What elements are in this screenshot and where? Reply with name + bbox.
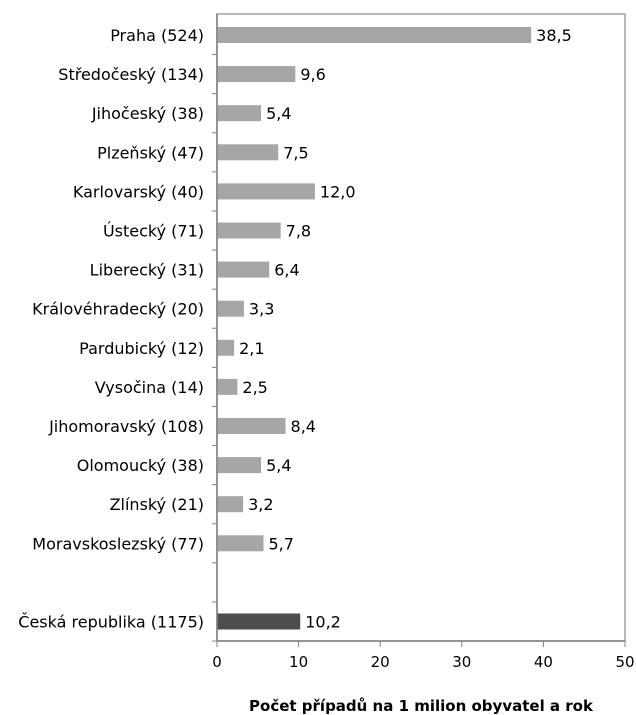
category-label: Moravskoslezský (77) <box>32 534 204 553</box>
category-label: Karlovarský (40) <box>73 182 204 201</box>
category-label: Olomoucký (38) <box>77 456 204 475</box>
x-tick-label: 10 <box>289 653 308 671</box>
bar <box>217 418 286 434</box>
data-label: 8,4 <box>291 417 316 436</box>
bar <box>217 105 262 122</box>
bar <box>217 457 262 474</box>
x-tick-label: 0 <box>212 653 222 671</box>
bar <box>217 144 279 161</box>
category-label: Zlínský (21) <box>110 495 204 514</box>
bar <box>217 300 244 317</box>
data-label: 2,5 <box>242 378 267 397</box>
data-label: 10,2 <box>305 613 341 632</box>
data-label: 5,7 <box>269 534 294 553</box>
data-label: 38,5 <box>536 26 572 45</box>
data-label: 3,3 <box>249 300 274 319</box>
category-label: Jihomoravský (108) <box>48 417 204 436</box>
category-label: Pardubický (12) <box>79 339 204 358</box>
category-label: Ústecký (71) <box>103 222 204 241</box>
data-label: 7,8 <box>286 222 311 241</box>
x-tick-label: 50 <box>615 653 634 671</box>
category-label: Středočeský (134) <box>58 65 204 84</box>
bar <box>217 183 315 200</box>
x-tick-label: 40 <box>534 653 553 671</box>
bar-total <box>217 613 301 630</box>
category-label: Praha (524) <box>110 26 204 45</box>
category-label: Liberecký (31) <box>90 261 204 280</box>
data-label: 6,4 <box>274 261 299 280</box>
data-label: 9,6 <box>300 65 325 84</box>
data-label: 5,4 <box>266 104 291 123</box>
x-tick-label: 20 <box>371 653 390 671</box>
bar <box>217 378 238 395</box>
category-label: Plzeňský (47) <box>97 143 204 162</box>
x-tick-label: 30 <box>452 653 471 671</box>
bar <box>217 66 296 83</box>
category-label: Česká republika (1175) <box>18 613 204 632</box>
data-label: 12,0 <box>320 182 356 201</box>
bar <box>217 496 244 513</box>
data-label: 5,4 <box>266 456 291 475</box>
data-label: 2,1 <box>239 339 264 358</box>
category-label: Vysočina (14) <box>95 378 204 397</box>
bar <box>217 27 532 43</box>
data-label: 3,2 <box>248 495 273 514</box>
bar <box>217 535 264 552</box>
category-label: Jihočeský (38) <box>91 104 204 123</box>
bar <box>217 339 235 356</box>
category-label: Královéhradecký (20) <box>32 300 204 319</box>
bar <box>217 261 270 278</box>
data-label: 7,5 <box>283 143 308 162</box>
bar <box>217 222 281 239</box>
x-axis-title: Počet případů na 1 milion obyvatel a rok <box>249 697 594 715</box>
